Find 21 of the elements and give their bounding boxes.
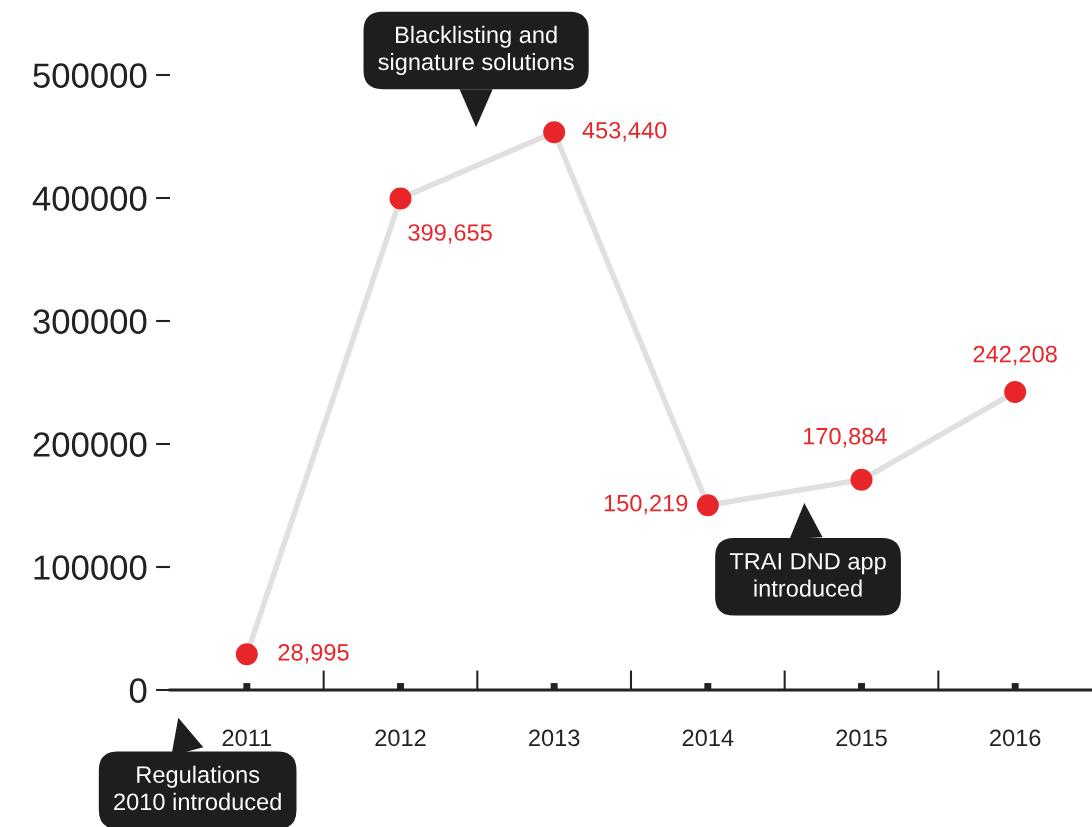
x-tick-label: 2015 bbox=[836, 729, 887, 747]
text: 242,208 bbox=[973, 345, 1057, 366]
text: 399,655 bbox=[408, 224, 492, 244]
y-tick-label: 200000 bbox=[33, 432, 147, 457]
text: 453,440 bbox=[582, 121, 667, 142]
x-tick-label: 2016 bbox=[990, 729, 1041, 747]
y-tick-label: 400000 bbox=[32, 186, 147, 211]
y-tick-label: 300000 bbox=[33, 309, 147, 334]
x-tick-label: 2012 bbox=[375, 729, 426, 747]
y-tick-label: 500000 bbox=[33, 63, 147, 88]
annotation: TRAI DND app introduced bbox=[729, 553, 886, 597]
text: Blacklisting and signature solutions bbox=[378, 25, 574, 75]
y-tick-label: 0 bbox=[129, 678, 147, 703]
x-tick-label: 2011 bbox=[222, 729, 272, 747]
text: 150,219 bbox=[604, 494, 688, 515]
text: 28,995 bbox=[278, 643, 349, 664]
x-tick-label: 2014 bbox=[682, 729, 734, 747]
y-tick-label: 100000 bbox=[34, 555, 147, 580]
text: 170,884 bbox=[803, 427, 887, 448]
x-tick-label: 2013 bbox=[529, 729, 580, 747]
text: Regulations 2010 introduced bbox=[114, 765, 281, 811]
